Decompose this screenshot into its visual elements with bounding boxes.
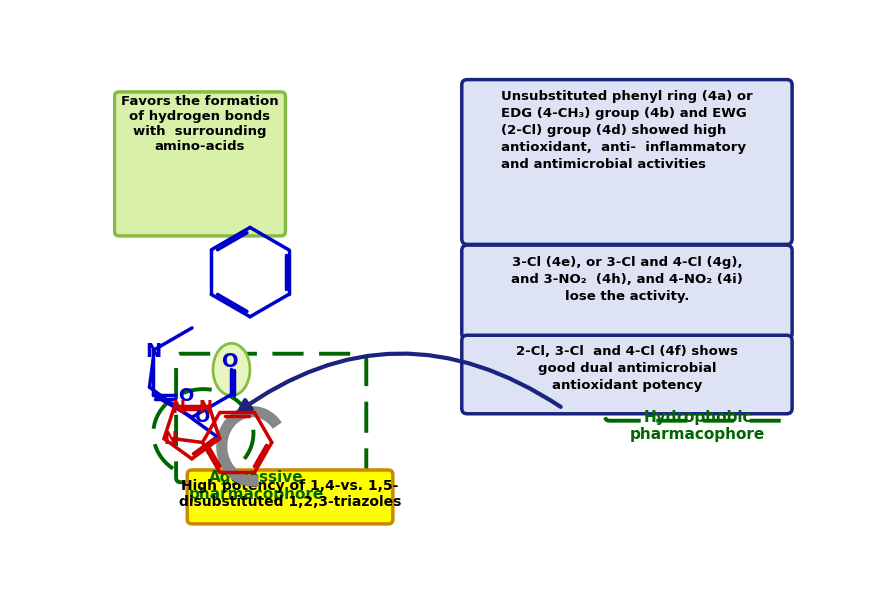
Text: O: O xyxy=(194,408,210,426)
Text: 2-Cl, 3-Cl  and 4-Cl (4f) shows
good dual antimicrobial
antioxidant potency: 2-Cl, 3-Cl and 4-Cl (4f) shows good dual… xyxy=(516,345,738,392)
Text: N: N xyxy=(172,399,185,417)
Text: N: N xyxy=(163,430,177,447)
FancyBboxPatch shape xyxy=(462,245,792,339)
Text: 3-Cl (4e), or 3-Cl and 4-Cl (4g),
and 3-NO₂  (4h), and 4-NO₂ (4i)
lose the activ: 3-Cl (4e), or 3-Cl and 4-Cl (4g), and 3-… xyxy=(511,256,742,303)
Text: N: N xyxy=(198,399,212,417)
Text: Unsubstituted phenyl ring (4a) or
EDG (4-CH₃) group (4b) and EWG
(2-Cl) group (4: Unsubstituted phenyl ring (4a) or EDG (4… xyxy=(501,91,753,171)
FancyBboxPatch shape xyxy=(462,80,792,244)
Text: Aggressive
pharmacophore: Aggressive pharmacophore xyxy=(189,470,324,502)
Ellipse shape xyxy=(213,343,250,396)
FancyBboxPatch shape xyxy=(187,470,392,524)
Text: Hydrophobic
pharmacophore: Hydrophobic pharmacophore xyxy=(630,410,765,442)
Text: O: O xyxy=(222,351,239,370)
Text: Favors the formation
of hydrogen bonds
with  surrounding
amino-acids: Favors the formation of hydrogen bonds w… xyxy=(121,95,279,153)
Text: N: N xyxy=(145,342,161,361)
Text: High potency of 1,4-​vs. 1,5-
disubstituted 1,2,3-triazoles: High potency of 1,4-​vs. 1,5- disubstitu… xyxy=(179,479,401,509)
FancyBboxPatch shape xyxy=(114,92,285,236)
Text: O: O xyxy=(178,387,193,406)
FancyBboxPatch shape xyxy=(462,335,792,414)
